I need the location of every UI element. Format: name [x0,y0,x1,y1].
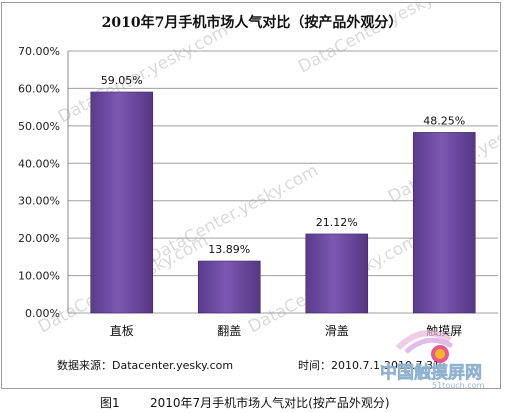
data-label: 13.89% [208,243,250,256]
logo-text: 中国触摸屏网 [380,362,482,383]
y-tick-label: 20.00% [18,232,60,245]
y-tick-label: 10.00% [18,270,60,283]
y-tick-label: 50.00% [18,120,60,133]
y-tick-label: 40.00% [18,157,60,170]
x-tick-label: 直板 [110,324,134,338]
chart-title: 2010年7月手机市场人气对比（按产品外观分） [102,14,403,31]
bar [197,260,261,314]
figure-caption: 图1 2010年7月手机市场人气对比(按产品外观分) [0,392,505,410]
bar [305,233,369,314]
x-tick-label: 翻盖 [217,324,241,338]
figure-caption-text: 2010年7月手机市场人气对比(按产品外观分) [150,396,390,410]
bar-chart: DataCenter.yesky.com DataCenter.yesky.com… [18,3,500,372]
y-tick-label: 30.00% [18,195,60,208]
bar [90,91,154,314]
data-label: 59.05% [101,74,143,87]
time-range-note: 时间：2010.7.1-2010.7.31 [298,359,440,372]
data-label: 48.25% [423,114,465,127]
y-tick-label: 60.00% [18,82,60,95]
site-logo: 中国触摸屏网 51touch.com [380,330,485,390]
figure-number: 图1 [100,396,120,410]
bar [412,132,476,314]
logo-url: 51touch.com [432,381,485,390]
data-source-note: 数据来源：Datacenter.yesky.com [57,358,233,372]
y-tick-label: 0.00% [25,307,60,320]
chart-frame: DataCenter.yesky.com DataCenter.yesky.com… [1,2,501,389]
bars-layer: 59.05% 13.89% 21.12% 48.25% [90,74,476,314]
x-tick-label: 滑盖 [325,324,349,338]
data-label: 21.12% [316,216,358,229]
y-tick-label: 70.00% [18,45,60,58]
